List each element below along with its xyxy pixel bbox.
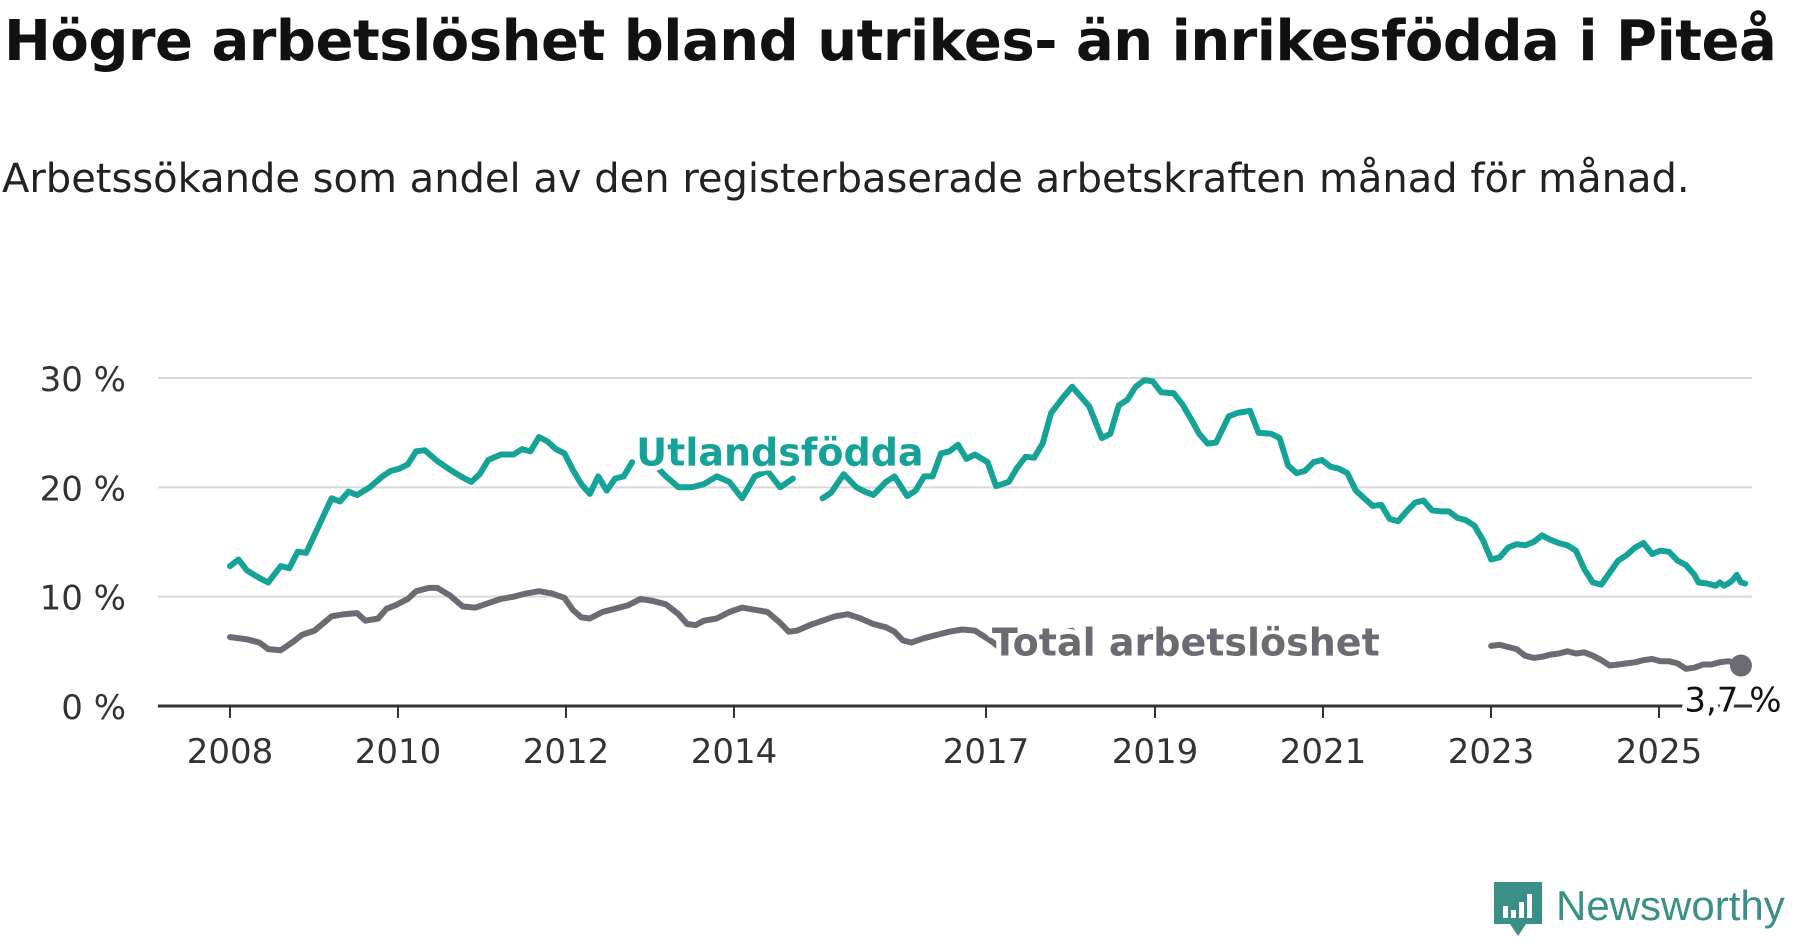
x-tick-label: 2023: [1448, 732, 1535, 772]
x-tick-label: 2008: [187, 732, 274, 772]
x-tick-label: 2019: [1112, 732, 1199, 772]
x-tick-label: 2021: [1280, 732, 1367, 772]
x-tick-label: 2010: [355, 732, 442, 772]
x-tick-label: 2014: [691, 732, 778, 772]
y-tick-label: 10 %: [40, 579, 126, 619]
y-tick-label: 30 %: [40, 360, 126, 400]
chart-title: Högre arbetslöshet bland utrikes- än inr…: [4, 9, 1777, 74]
chart-subtitle: Arbetssökande som andel av den registerb…: [2, 156, 1690, 202]
y-tick-label: 20 %: [40, 469, 126, 509]
series-label-total: Total arbetslöshet: [992, 621, 1380, 665]
series-line-utlandsfodda: [1695, 571, 1749, 589]
brand-logo[interactable]: Newsworthy: [1492, 880, 1792, 940]
series-line-utlandsfodda: [819, 377, 1702, 588]
series-line-total: [1488, 641, 1744, 672]
x-tick-label: 2017: [943, 732, 1030, 772]
series-line-utlandsfodda: [654, 464, 796, 502]
series-label-utlandsfodda: Utlandsfödda: [636, 430, 923, 474]
series-line-utlandsfodda: [227, 434, 636, 586]
brand-name: Newsworthy: [1556, 882, 1785, 929]
x-tick-label: 2012: [523, 732, 610, 772]
y-tick-label: 0 %: [61, 688, 126, 728]
end-point-marker: [1729, 654, 1752, 677]
series-label-utlandsfodda-halo: Utlandsfödda: [636, 430, 923, 474]
x-tick-label: 2025: [1616, 732, 1703, 772]
series-line-total: [1149, 627, 1181, 641]
newsworthy-chart-icon: [1494, 882, 1542, 936]
series-line-total: [227, 584, 1076, 655]
series-label-total-halo: Total arbetslöshet: [992, 621, 1380, 665]
end-value-label-halo: 3,7 %: [1684, 681, 1781, 721]
end-value-label: 3,7 %: [1684, 681, 1781, 721]
